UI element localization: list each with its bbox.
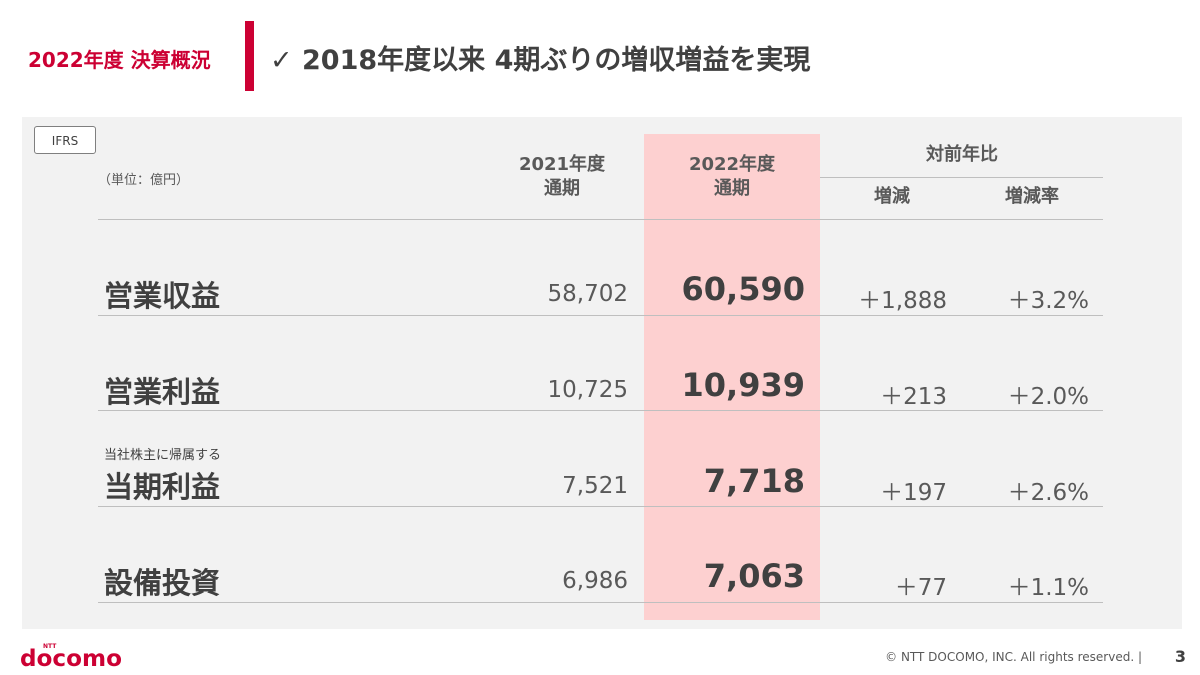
- row-divider: [98, 410, 1103, 411]
- header-cur-year-line2: 通期: [714, 178, 750, 199]
- cell-rate: ＋2.0%: [1007, 384, 1089, 410]
- cell-cur: 7,063: [703, 557, 805, 595]
- row-label: 当期利益: [104, 470, 221, 504]
- cell-prev: 10,725: [547, 377, 628, 403]
- cell-rate: ＋3.2%: [1007, 288, 1089, 314]
- row-label: 営業利益: [104, 375, 221, 409]
- row-sublabel: 当社株主に帰属する: [104, 448, 222, 463]
- section-label: 2022年度 決算概況: [28, 48, 211, 72]
- copyright: © NTT DOCOMO, INC. All rights reserved. …: [885, 650, 1142, 664]
- page-number: 3: [1174, 647, 1186, 666]
- cell-diff: ＋77: [894, 575, 947, 601]
- slide-title: ✓ 2018年度以来 4期ぶりの増収増益を実現: [270, 45, 811, 76]
- header-prev-year-line2: 通期: [544, 178, 580, 199]
- header-rate: 増減率: [1005, 186, 1059, 207]
- logo-docomo-text: docomo: [20, 646, 122, 670]
- cell-cur: 10,939: [681, 366, 805, 404]
- cell-diff: ＋197: [880, 480, 947, 506]
- row-divider: [98, 602, 1103, 603]
- cell-prev: 6,986: [562, 568, 628, 594]
- header-yoy-line: [820, 177, 1103, 178]
- cell-rate: ＋2.6%: [1007, 480, 1089, 506]
- unit-label: （単位：億円）: [98, 173, 190, 188]
- results-table: IFRS （単位：億円） 2021年度 通期 2022年度 通期 対前年比 増減…: [22, 117, 1182, 629]
- header-prev-year-line1: 2021年度: [518, 154, 606, 175]
- title-accent-bar: [245, 21, 254, 91]
- header-cur-year-line1: 2022年度: [688, 154, 776, 175]
- cell-cur: 7,718: [703, 462, 805, 500]
- cell-prev: 58,702: [547, 281, 628, 307]
- header-bottom-line: [98, 219, 1103, 220]
- cell-prev: 7,521: [562, 473, 628, 499]
- header-prev-year: 2021年度 通期: [492, 153, 632, 201]
- row-label: 設備投資: [104, 566, 221, 600]
- cell-cur: 60,590: [681, 270, 805, 308]
- docomo-logo: NTT docomo: [20, 643, 122, 670]
- row-label: 営業収益: [104, 279, 221, 313]
- ifrs-badge: IFRS: [34, 126, 96, 154]
- cell-rate: ＋1.1%: [1007, 575, 1089, 601]
- table-panel: [22, 117, 1182, 629]
- cell-diff: ＋213: [880, 384, 947, 410]
- header-yoy: 対前年比: [926, 144, 998, 165]
- row-divider: [98, 315, 1103, 316]
- header-cur-year: 2022年度 通期: [644, 153, 820, 201]
- cell-diff: ＋1,888: [858, 288, 947, 314]
- header-diff: 増減: [874, 186, 910, 207]
- highlight-column: [644, 134, 820, 620]
- logo-ntt-text: NTT: [43, 643, 57, 650]
- row-divider: [98, 506, 1103, 507]
